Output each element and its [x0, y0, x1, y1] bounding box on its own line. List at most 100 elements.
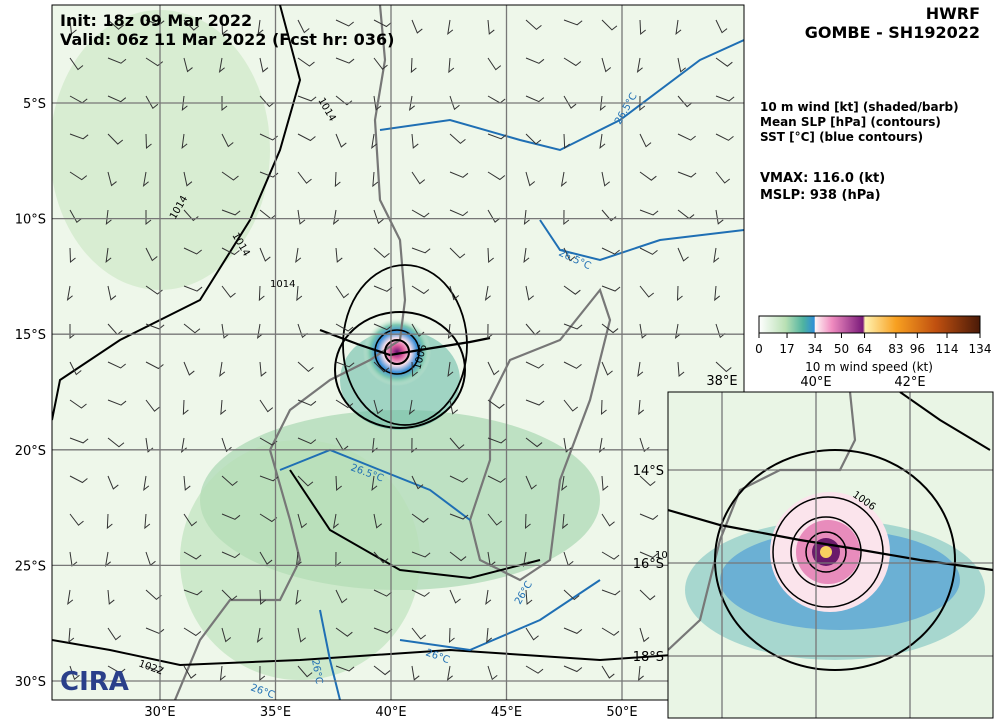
- wind-barb: [259, 361, 267, 377]
- wind-barb: [600, 399, 607, 416]
- coastline: [173, 5, 407, 700]
- wind-barb: [105, 209, 112, 226]
- wind-barb: [639, 171, 657, 181]
- wind-barb: [296, 285, 303, 302]
- wind-barb: [107, 361, 126, 369]
- wind-barb: [636, 57, 643, 74]
- colorbar-tick-label: 50: [834, 342, 849, 356]
- valid-time: Valid: 06z 11 Mar 2022 (Fcst hr: 036): [60, 30, 394, 49]
- wind-barb: [335, 133, 347, 148]
- wind-barb: [335, 589, 348, 604]
- wind-barb: [601, 627, 620, 636]
- wind-barb: [715, 209, 724, 225]
- wind-barb: [563, 19, 583, 26]
- wind-barb: [674, 323, 681, 340]
- wind-barb: [713, 247, 720, 264]
- wind-barb: [297, 19, 310, 34]
- wind-barb: [332, 209, 339, 226]
- wind-barb: [677, 133, 696, 141]
- wind-barb: [449, 589, 461, 604]
- wind-barb: [373, 361, 390, 373]
- wind-barb: [145, 285, 163, 295]
- slp-contour: [52, 639, 744, 667]
- wind-barb: [221, 19, 228, 36]
- wind-barb: [601, 285, 621, 292]
- wind-barb: [297, 513, 308, 529]
- wind-barb: [525, 19, 542, 30]
- graticule: [668, 392, 993, 718]
- wind-barb: [145, 209, 152, 226]
- slp-contour: [805, 531, 847, 573]
- wind-barb: [335, 361, 355, 368]
- wind-barb: [639, 513, 659, 520]
- wind-barb: [411, 323, 425, 337]
- wind-barb: [563, 95, 577, 109]
- wind-barb: [183, 361, 195, 376]
- wind-barb: [639, 437, 650, 453]
- wind-barb: [639, 551, 659, 559]
- wind-barb: [411, 665, 420, 681]
- lon-tick-label: 45°E: [491, 705, 522, 720]
- lon-tick-label: 42°E: [894, 375, 925, 390]
- wind-barb: [449, 247, 466, 259]
- wind-barb: [221, 171, 239, 181]
- wind-barb: [182, 399, 189, 416]
- wind-barb: [297, 133, 316, 142]
- wind-barb: [563, 589, 580, 601]
- wind-barb: [486, 627, 493, 644]
- wind-barb: [487, 247, 494, 263]
- wind-barb: [484, 285, 491, 302]
- wind-barb: [487, 513, 503, 526]
- wind-barb: [525, 437, 543, 448]
- wind-barb: [639, 627, 650, 643]
- wind-barb: [563, 627, 583, 634]
- slp-contour: [668, 508, 993, 572]
- wind-barb: [335, 665, 355, 672]
- wind-barb: [373, 323, 393, 331]
- wind-barb: [69, 171, 88, 181]
- wind-barb: [181, 133, 188, 150]
- wind-barb: [601, 361, 613, 376]
- wind-barb: [373, 209, 384, 225]
- lat-tick-label: 20°S: [15, 444, 46, 459]
- wind-barb: [335, 475, 342, 491]
- wind-barb: [183, 209, 199, 222]
- wind-barb: [487, 171, 506, 181]
- wind-barb: [297, 437, 317, 445]
- wind-barb: [221, 247, 240, 256]
- wind-barb: [145, 323, 165, 330]
- wind-barb: [411, 285, 430, 295]
- wind-barb: [297, 665, 313, 678]
- wind-barb: [373, 551, 389, 564]
- wind-barb: [145, 399, 160, 412]
- wind-barb: [105, 247, 112, 264]
- wind-barb: [145, 627, 165, 634]
- wind-barb: [601, 247, 620, 255]
- wind-barb: [715, 133, 734, 141]
- slp-contour: [790, 516, 862, 588]
- lat-tick-label: 16°S: [633, 557, 664, 572]
- wind-barb: [183, 627, 202, 637]
- wind-barb: [637, 361, 644, 378]
- wind-barb: [335, 57, 355, 64]
- wind-barb: [373, 513, 383, 529]
- wind-barb: [601, 323, 619, 334]
- wind-barb: [107, 399, 127, 406]
- wind-barb: [107, 437, 125, 448]
- slp-contour: [899, 392, 991, 451]
- wind-barb: [487, 209, 501, 223]
- wind-barb: [180, 437, 187, 454]
- lon-tick-label: 50°E: [606, 705, 637, 720]
- wind-barb: [487, 323, 494, 340]
- main-map: [52, 5, 744, 700]
- wind-barb: [183, 589, 203, 596]
- wind-barb: [449, 399, 459, 415]
- wind-barb: [107, 95, 127, 103]
- wind-barb: [68, 627, 75, 644]
- wind-barb: [485, 589, 492, 606]
- wind-barb: [563, 361, 582, 369]
- wind-barb: [256, 627, 263, 644]
- colorbar-tick-label: 0: [755, 342, 763, 356]
- wind-barb: [183, 57, 193, 73]
